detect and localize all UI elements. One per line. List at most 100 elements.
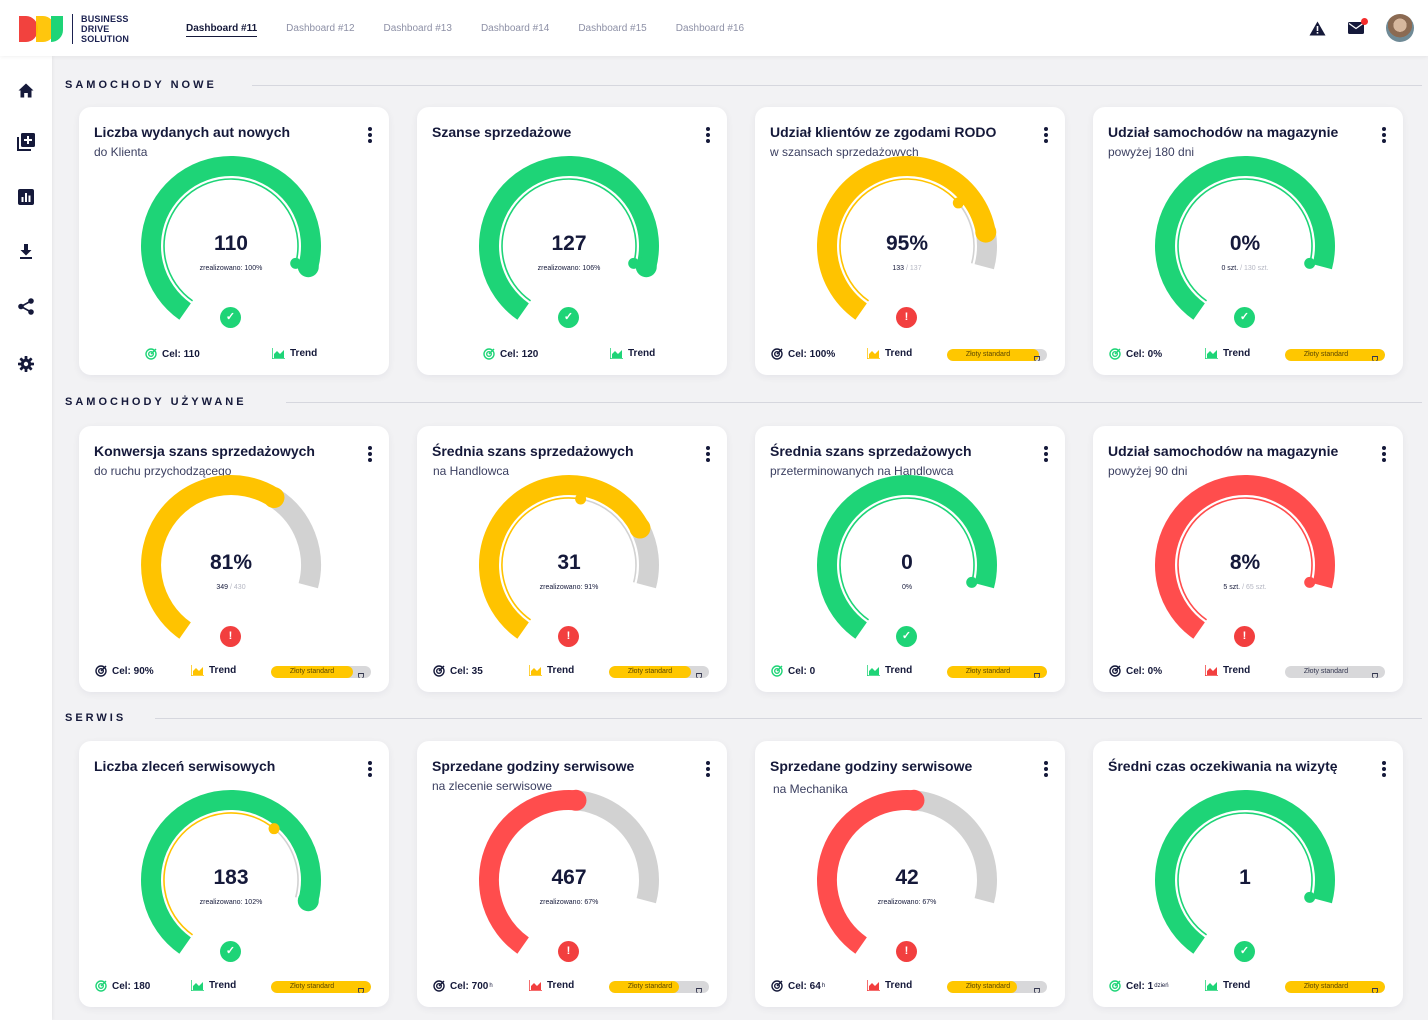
kpi-card[interactable]: Szanse sprzedażowe 127 zrealizowano: 106%… bbox=[417, 107, 727, 375]
tab-dashboard[interactable]: Dashboard #15 bbox=[578, 23, 647, 34]
kpi-card[interactable]: Średnia szans sprzedażowych na Handlowca… bbox=[417, 426, 727, 692]
kpi-card[interactable]: Udział samochodów na magazynie powyżej 9… bbox=[1093, 426, 1403, 692]
trophy-icon bbox=[1033, 351, 1041, 361]
trend-label: Trend bbox=[547, 980, 575, 991]
gauge-inner-knob bbox=[1304, 257, 1316, 269]
trend-button[interactable]: Trend bbox=[867, 665, 912, 676]
trend-button[interactable]: Trend bbox=[1205, 980, 1250, 991]
gold-standard-badge[interactable]: Złoty standard bbox=[609, 666, 709, 678]
brand-logo[interactable]: BUSINESS DRIVE SOLUTION bbox=[18, 14, 129, 44]
tab-dashboard[interactable]: Dashboard #16 bbox=[675, 23, 745, 34]
more-menu-icon[interactable] bbox=[706, 127, 710, 143]
tab-dashboard[interactable]: Dashboard #11 bbox=[186, 22, 258, 37]
badge-label: Złoty standard bbox=[965, 351, 1011, 358]
download-icon[interactable] bbox=[16, 241, 36, 261]
trend-button[interactable]: Trend bbox=[1205, 665, 1250, 676]
gauge-outer-arc bbox=[479, 156, 659, 320]
kpi-card[interactable]: Udział samochodów na magazynie powyżej 1… bbox=[1093, 107, 1403, 375]
status-ok-icon: ✓ bbox=[1234, 941, 1255, 962]
more-menu-icon[interactable] bbox=[368, 127, 372, 143]
kpi-card[interactable]: Udział klientów ze zgodami RODO w szansa… bbox=[755, 107, 1065, 375]
trend-label: Trend bbox=[1223, 348, 1251, 359]
kpi-card[interactable]: Średnia szans sprzedażowych przeterminow… bbox=[755, 426, 1065, 692]
trophy-icon bbox=[1033, 668, 1041, 678]
trend-button[interactable]: Trend bbox=[529, 665, 574, 676]
gauge-value: 42 bbox=[895, 866, 919, 889]
kpi-card[interactable]: Liczba zleceń serwisowych 183 zrealizowan… bbox=[79, 741, 389, 1007]
gold-standard-badge[interactable]: Złoty standard bbox=[947, 666, 1047, 678]
gold-standard-badge[interactable]: Złoty standard bbox=[271, 666, 371, 678]
gauge-caption: 0% bbox=[755, 584, 1059, 591]
settings-icon[interactable] bbox=[16, 354, 36, 374]
avatar[interactable] bbox=[1386, 14, 1414, 42]
target-icon bbox=[433, 980, 445, 992]
more-menu-icon[interactable] bbox=[368, 761, 372, 777]
kpi-card[interactable]: Średni czas oczekiwania na wizytę 1 ✓ Cel:… bbox=[1093, 741, 1403, 1007]
more-menu-icon[interactable] bbox=[1382, 127, 1386, 143]
more-menu-icon[interactable] bbox=[1044, 127, 1048, 143]
more-menu-icon[interactable] bbox=[1044, 446, 1048, 462]
trend-button[interactable]: Trend bbox=[1205, 348, 1250, 359]
more-menu-icon[interactable] bbox=[706, 761, 710, 777]
top-bar: BUSINESS DRIVE SOLUTION Dashboard #11 Das… bbox=[0, 0, 1428, 56]
tab-dashboard[interactable]: Dashboard #14 bbox=[480, 23, 550, 34]
badge-label: Złoty standard bbox=[289, 668, 335, 675]
trend-button[interactable]: Trend bbox=[191, 665, 236, 676]
kpi-card[interactable]: Sprzedane godziny serwisowe na zlecenie … bbox=[417, 741, 727, 1007]
caption-total: / 130 szt. bbox=[1238, 265, 1269, 272]
more-menu-icon[interactable] bbox=[1382, 761, 1386, 777]
gauge-chart bbox=[817, 475, 997, 639]
gauge-outer-arc bbox=[141, 156, 321, 320]
add-box-icon[interactable] bbox=[16, 132, 36, 152]
trend-icon bbox=[1205, 348, 1218, 359]
trend-button[interactable]: Trend bbox=[191, 980, 236, 991]
gauge-outer-arc bbox=[817, 475, 997, 639]
target-icon bbox=[1109, 348, 1121, 360]
tab-dashboard[interactable]: Dashboard #12 bbox=[286, 23, 355, 34]
trend-button[interactable]: Trend bbox=[867, 980, 912, 991]
gauge-outer-track bbox=[912, 790, 997, 904]
gauge-value: 110 bbox=[214, 232, 248, 255]
more-menu-icon[interactable] bbox=[368, 446, 372, 462]
card-title: Szanse sprzedażowe bbox=[432, 124, 572, 140]
kpi-card[interactable]: Konwersja szans sprzedażowych do ruchu p… bbox=[79, 426, 389, 692]
trend-button[interactable]: Trend bbox=[610, 348, 655, 359]
badge-fill bbox=[609, 666, 691, 678]
trend-icon bbox=[1205, 665, 1218, 676]
gold-standard-badge[interactable]: Złoty standard bbox=[1285, 349, 1385, 361]
mail-icon[interactable] bbox=[1348, 18, 1368, 34]
bar-chart-icon[interactable] bbox=[16, 187, 36, 207]
card-subtitle: do ruchu przychodzącego bbox=[94, 464, 232, 478]
kpi-card[interactable]: Sprzedane godziny serwisowe na Mechanika… bbox=[755, 741, 1065, 1007]
home-icon[interactable] bbox=[16, 80, 36, 100]
gauge-value: 0 bbox=[901, 551, 913, 574]
gauge-outer-knob bbox=[565, 789, 587, 811]
gold-standard-badge[interactable]: Złoty standard bbox=[609, 981, 709, 993]
more-menu-icon[interactable] bbox=[1044, 761, 1048, 777]
gold-standard-badge[interactable]: Złoty standard bbox=[1285, 666, 1385, 678]
gold-standard-badge[interactable]: Złoty standard bbox=[947, 349, 1047, 361]
gauge-chart bbox=[479, 475, 659, 639]
card-subtitle: na zlecenie serwisowe bbox=[432, 779, 553, 793]
tab-dashboard[interactable]: Dashboard #13 bbox=[383, 23, 452, 34]
gold-standard-badge[interactable]: Złoty standard bbox=[271, 981, 371, 993]
section-divider bbox=[252, 85, 1422, 86]
trend-button[interactable]: Trend bbox=[529, 980, 574, 991]
kpi-card[interactable]: Liczba wydanych aut nowych do Klienta 11… bbox=[79, 107, 389, 375]
gold-standard-badge[interactable]: Złoty standard bbox=[947, 981, 1047, 993]
target-label: Cel: 700 bbox=[450, 980, 489, 992]
share-icon[interactable] bbox=[16, 296, 36, 316]
badge-fill bbox=[947, 666, 1047, 678]
alert-icon[interactable] bbox=[1309, 21, 1326, 36]
trend-button[interactable]: Trend bbox=[867, 348, 912, 359]
target-icon bbox=[95, 980, 107, 992]
more-menu-icon[interactable] bbox=[706, 446, 710, 462]
card-subtitle: do Klienta bbox=[94, 145, 148, 159]
trophy-icon bbox=[1371, 351, 1379, 361]
trend-label: Trend bbox=[628, 348, 656, 359]
trend-button[interactable]: Trend bbox=[272, 348, 317, 359]
more-menu-icon[interactable] bbox=[1382, 446, 1386, 462]
gauge-outer-knob bbox=[297, 256, 319, 278]
target-icon bbox=[95, 665, 107, 677]
gold-standard-badge[interactable]: Złoty standard bbox=[1285, 981, 1385, 993]
